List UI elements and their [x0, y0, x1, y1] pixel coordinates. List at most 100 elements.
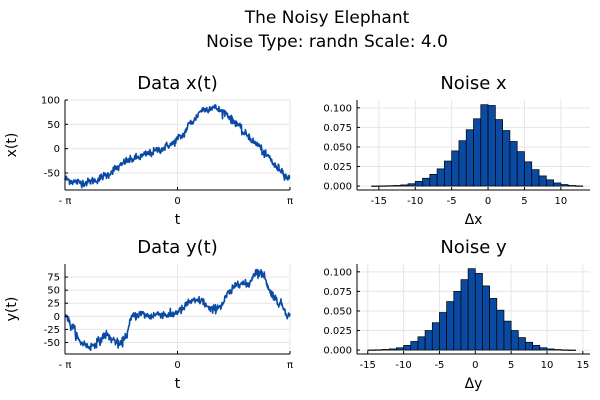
histogram-bar [367, 349, 376, 351]
x-tick-label: 15 [576, 360, 589, 371]
subplot-yt: - π 0 π -50 -25 0 25 50 75 Data y(t) t y(t) [4, 237, 293, 392]
histogram-bar [568, 349, 577, 351]
x-tick-label: -15 [360, 360, 376, 371]
series-line [64, 268, 291, 352]
y-tick-label: -50 [44, 168, 60, 179]
histogram-bar [431, 322, 440, 351]
histogram-bar [385, 185, 394, 187]
x-axis-label: Δx [465, 212, 483, 228]
subplot-nx: -15 -10 -5 0 5 10 0.000 0.025 0.050 0.075 0.100 Noi… [323, 73, 590, 228]
histogram-bar [546, 348, 555, 351]
x-axis-label: t [175, 376, 181, 392]
x-tick-label: π [287, 196, 293, 207]
histogram-bar [532, 345, 541, 351]
histogram-bar [517, 337, 526, 351]
y-tick-label: 0.025 [323, 162, 352, 173]
histogram-bar [525, 341, 533, 351]
y-tick-label: 0.075 [323, 123, 352, 134]
histogram-bar [451, 150, 460, 187]
histogram-bar [436, 168, 445, 187]
x-tick-label: 10 [555, 196, 568, 207]
histogram-bar [414, 181, 423, 187]
y-tick-label: 0.100 [323, 103, 352, 114]
y-tick-label: 25 [47, 299, 60, 310]
histogram-bar [407, 183, 416, 187]
histogram-bar [465, 129, 474, 187]
x-tick-label: 5 [521, 196, 527, 207]
x-axis-label: t [175, 212, 181, 228]
histogram-bar [388, 348, 397, 351]
x-tick-label: -5 [447, 196, 457, 207]
histogram-bar [489, 298, 498, 351]
histogram-bar [503, 320, 512, 351]
x-tick-label: 0 [485, 196, 491, 207]
histogram-bar [467, 268, 476, 351]
histogram-bar [509, 141, 518, 187]
y-tick-label: 0.050 [323, 142, 352, 153]
x-tick-label: - π [59, 196, 72, 207]
y-tick-label: 0 [54, 312, 60, 323]
histogram-bar [560, 349, 569, 351]
histogram-bar [539, 347, 548, 351]
y-tick-label: 0.000 [323, 182, 352, 193]
histogram-bar [560, 184, 569, 187]
y-tick-label: 0.000 [323, 346, 352, 357]
histogram-bar [400, 184, 409, 187]
y-tick-label: 0.050 [323, 306, 352, 317]
histogram-bar [378, 185, 387, 187]
series-line [64, 104, 291, 189]
histogram-bar [480, 104, 489, 187]
x-tick-label: -10 [395, 360, 411, 371]
histogram-bar [429, 173, 438, 187]
histogram-bar [444, 160, 453, 187]
x-tick-label: -10 [407, 196, 423, 207]
subplot-ny: -15 -10 -5 0 5 10 15 0.000 0.025 0.050 0.075 0.100 N… [323, 237, 590, 392]
y-tick-label: 50 [47, 286, 60, 297]
histogram-bar [524, 161, 533, 187]
x-tick-label: - π [59, 360, 72, 371]
histogram-bar [494, 119, 503, 187]
y-tick-label: 0.075 [323, 287, 352, 298]
subplot-title: Data y(t) [137, 237, 217, 258]
histogram-bar [553, 182, 562, 187]
histogram-bar [422, 177, 431, 187]
histogram-bar [446, 301, 455, 351]
y-tick-label: 0 [54, 144, 60, 155]
histogram-bar [381, 349, 390, 351]
x-tick-label: -5 [434, 360, 444, 371]
histogram-bar [453, 291, 462, 351]
histogram-bar [567, 185, 576, 187]
histogram-bar [502, 130, 511, 187]
histogram-bar [516, 151, 525, 187]
y-tick-label: 100 [41, 96, 60, 107]
histogram-bar [575, 185, 584, 187]
y-tick-label: 50 [47, 120, 60, 131]
histogram-bar [371, 185, 380, 187]
histogram-bar [396, 347, 404, 351]
subplot-title: Noise x [440, 73, 507, 94]
y-tick-label: 0.100 [323, 267, 352, 278]
histogram-bar [424, 330, 433, 351]
subplot-title: Noise y [440, 237, 507, 258]
x-tick-label: 10 [541, 360, 554, 371]
x-tick-label: 0 [174, 360, 180, 371]
histogram-bar [553, 349, 562, 351]
y-tick-label: 0.025 [323, 326, 352, 337]
histogram-bar [538, 175, 547, 187]
x-axis-label: Δy [465, 376, 483, 392]
y-tick-label: 75 [47, 273, 60, 284]
histogram-bar [458, 140, 467, 187]
figure-title-line1: The Noisy Elephant [244, 8, 410, 28]
x-tick-label: π [287, 360, 293, 371]
y-tick-label: -50 [44, 338, 60, 349]
histogram-bar [545, 179, 554, 187]
histogram-bar [417, 336, 426, 351]
histogram-bar [403, 345, 412, 351]
y-axis-label: x(t) [4, 133, 20, 158]
x-tick-label: -15 [371, 196, 387, 207]
histogram-bar [482, 285, 490, 351]
histogram-bar [473, 118, 482, 187]
histogram-bar [460, 279, 469, 351]
